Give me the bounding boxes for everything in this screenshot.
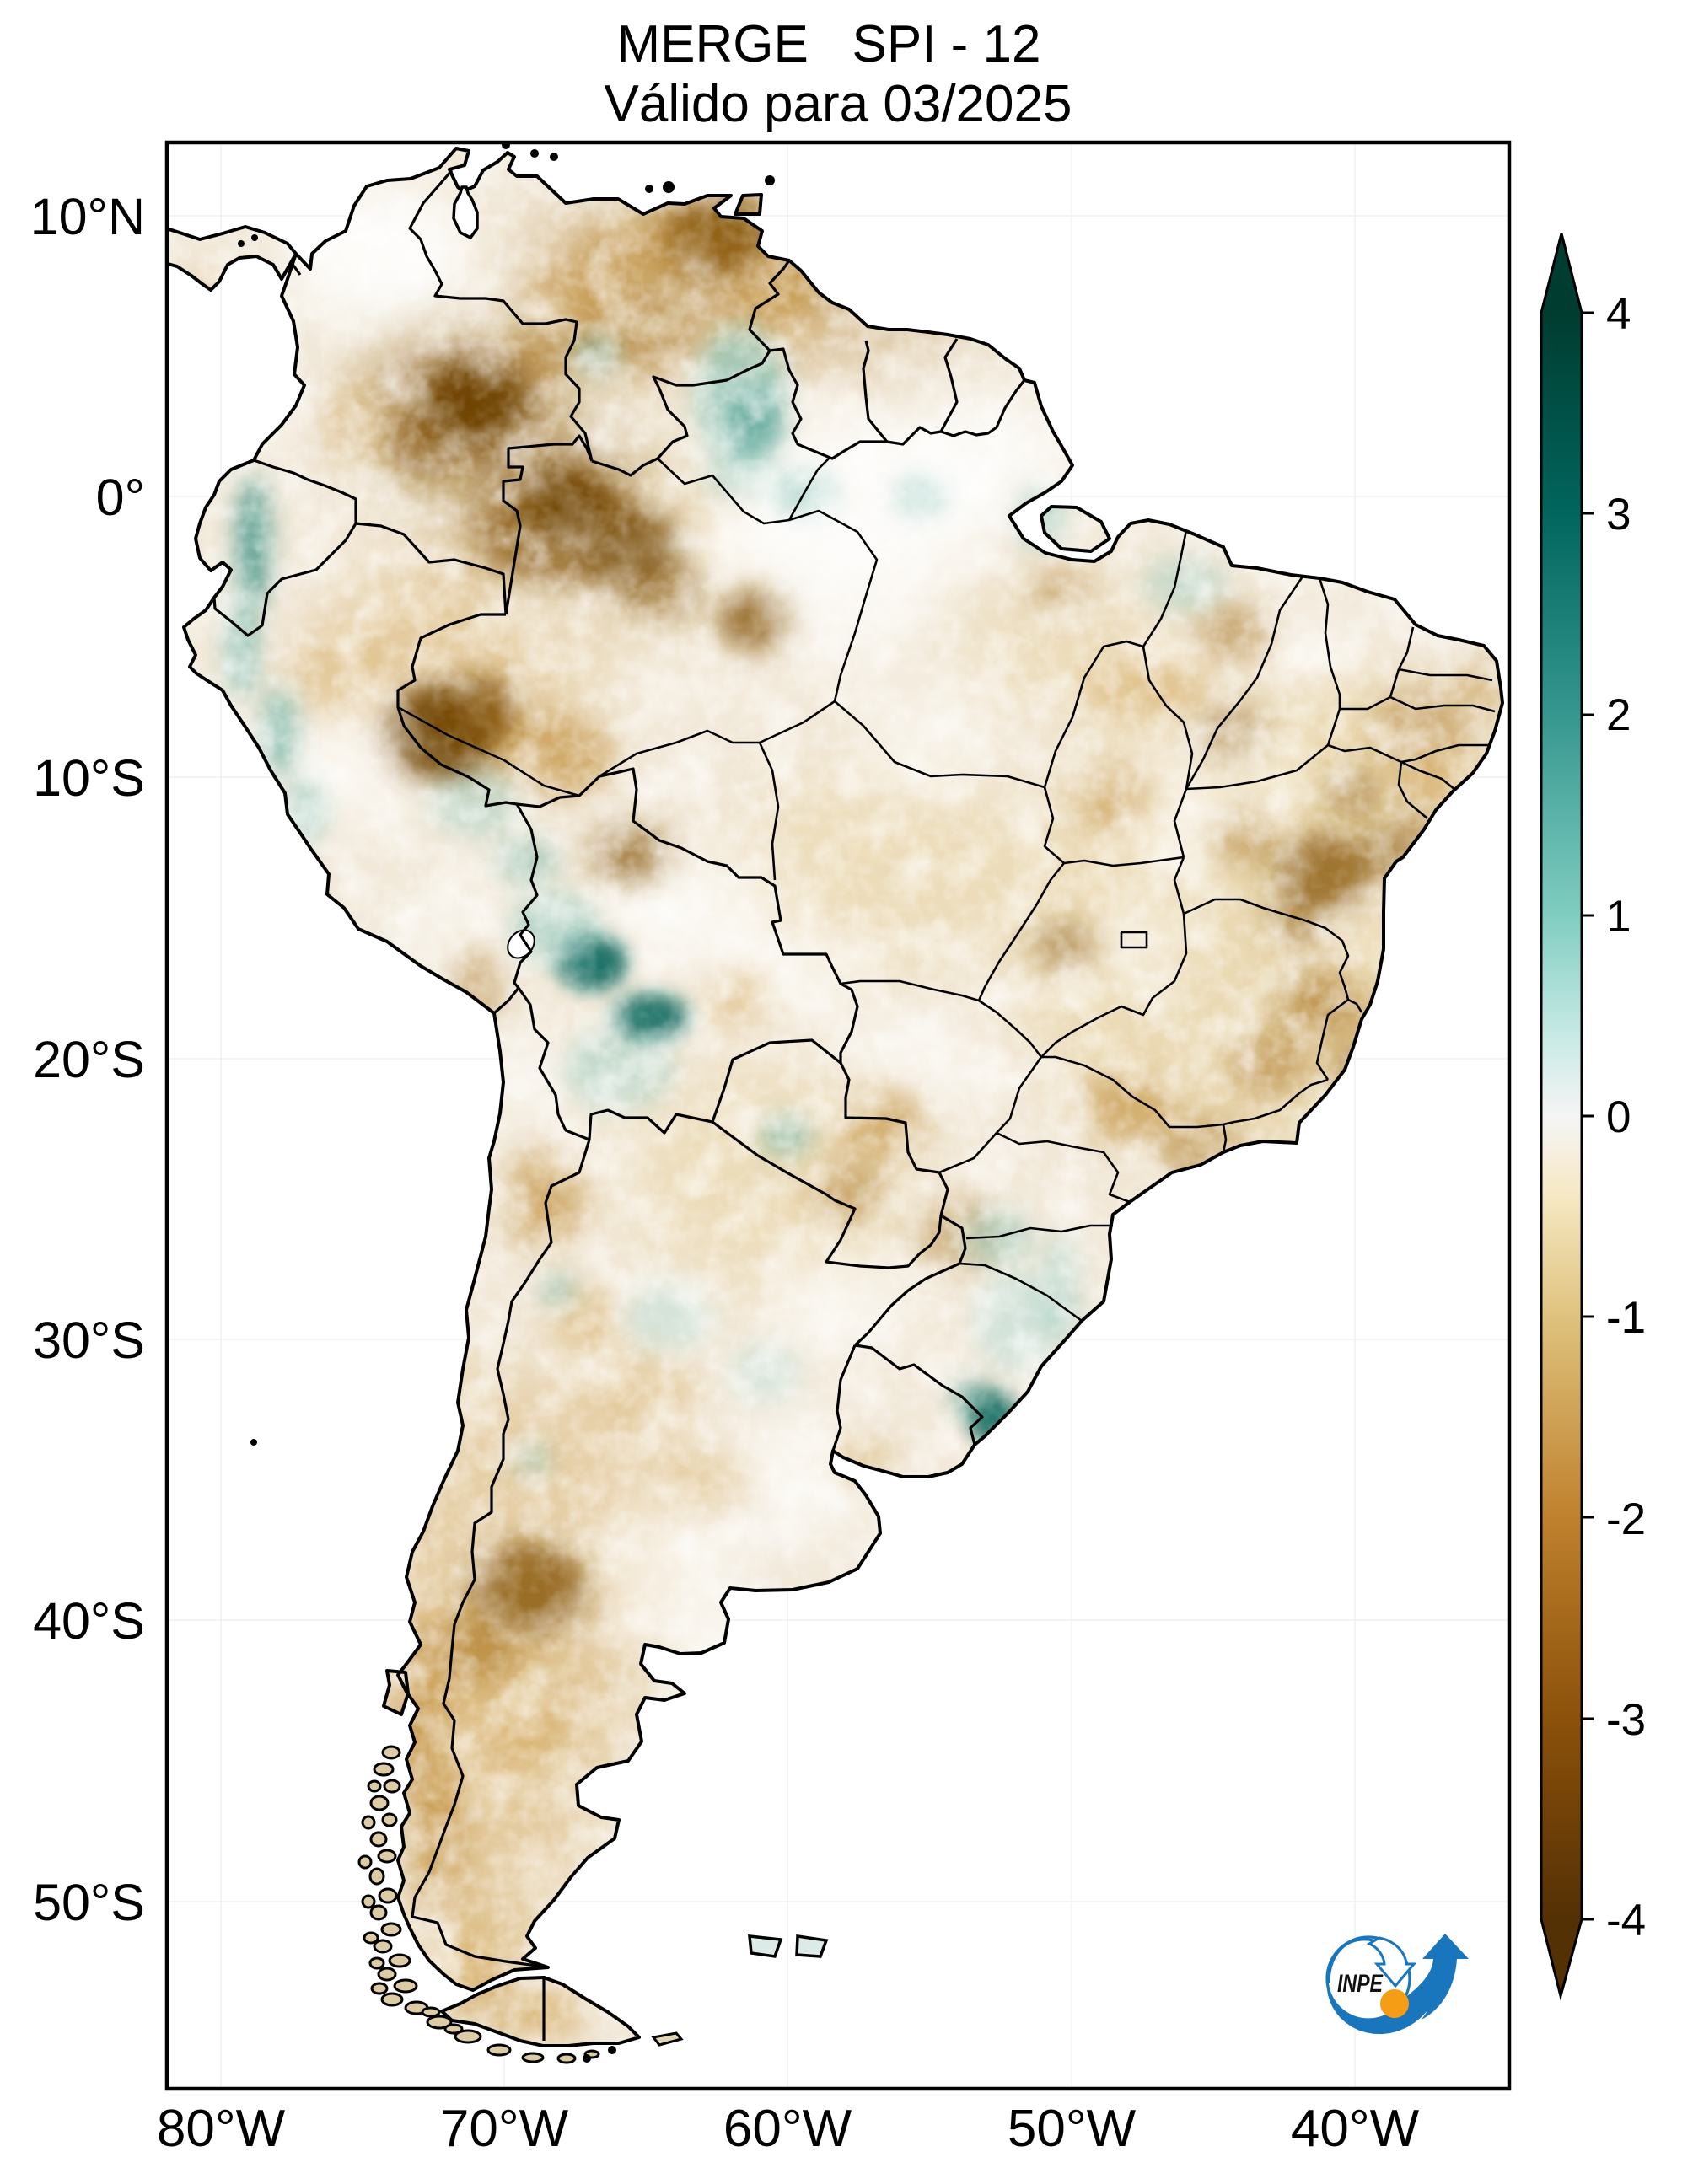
svg-text:20°S: 20°S bbox=[33, 1031, 145, 1088]
svg-text:-4: -4 bbox=[1606, 1896, 1646, 1945]
svg-text:50°S: 50°S bbox=[33, 1874, 145, 1931]
svg-text:1: 1 bbox=[1606, 892, 1631, 942]
svg-text:Válido para 03/2025: Válido para 03/2025 bbox=[604, 75, 1072, 133]
svg-text:40°W: 40°W bbox=[1291, 2100, 1420, 2158]
svg-text:MERGE SPI - 12: MERGE SPI - 12 bbox=[616, 15, 1040, 73]
svg-text:-3: -3 bbox=[1606, 1695, 1646, 1745]
svg-text:80°W: 80°W bbox=[157, 2100, 286, 2158]
svg-text:70°W: 70°W bbox=[440, 2100, 569, 2158]
svg-text:-2: -2 bbox=[1606, 1494, 1646, 1544]
svg-text:30°S: 30°S bbox=[33, 1312, 145, 1369]
svg-text:3: 3 bbox=[1606, 490, 1631, 539]
svg-text:50°W: 50°W bbox=[1008, 2100, 1137, 2158]
svg-text:-1: -1 bbox=[1606, 1293, 1646, 1343]
svg-text:0°: 0° bbox=[96, 469, 145, 526]
svg-text:2: 2 bbox=[1606, 690, 1631, 740]
svg-text:10°S: 10°S bbox=[33, 749, 145, 807]
svg-text:40°S: 40°S bbox=[33, 1592, 145, 1650]
svg-text:INPE: INPE bbox=[1337, 1970, 1384, 1998]
svg-text:0: 0 bbox=[1606, 1092, 1631, 1142]
svg-text:4: 4 bbox=[1606, 289, 1631, 339]
svg-text:10°N: 10°N bbox=[30, 188, 145, 245]
svg-text:60°W: 60°W bbox=[723, 2100, 852, 2158]
